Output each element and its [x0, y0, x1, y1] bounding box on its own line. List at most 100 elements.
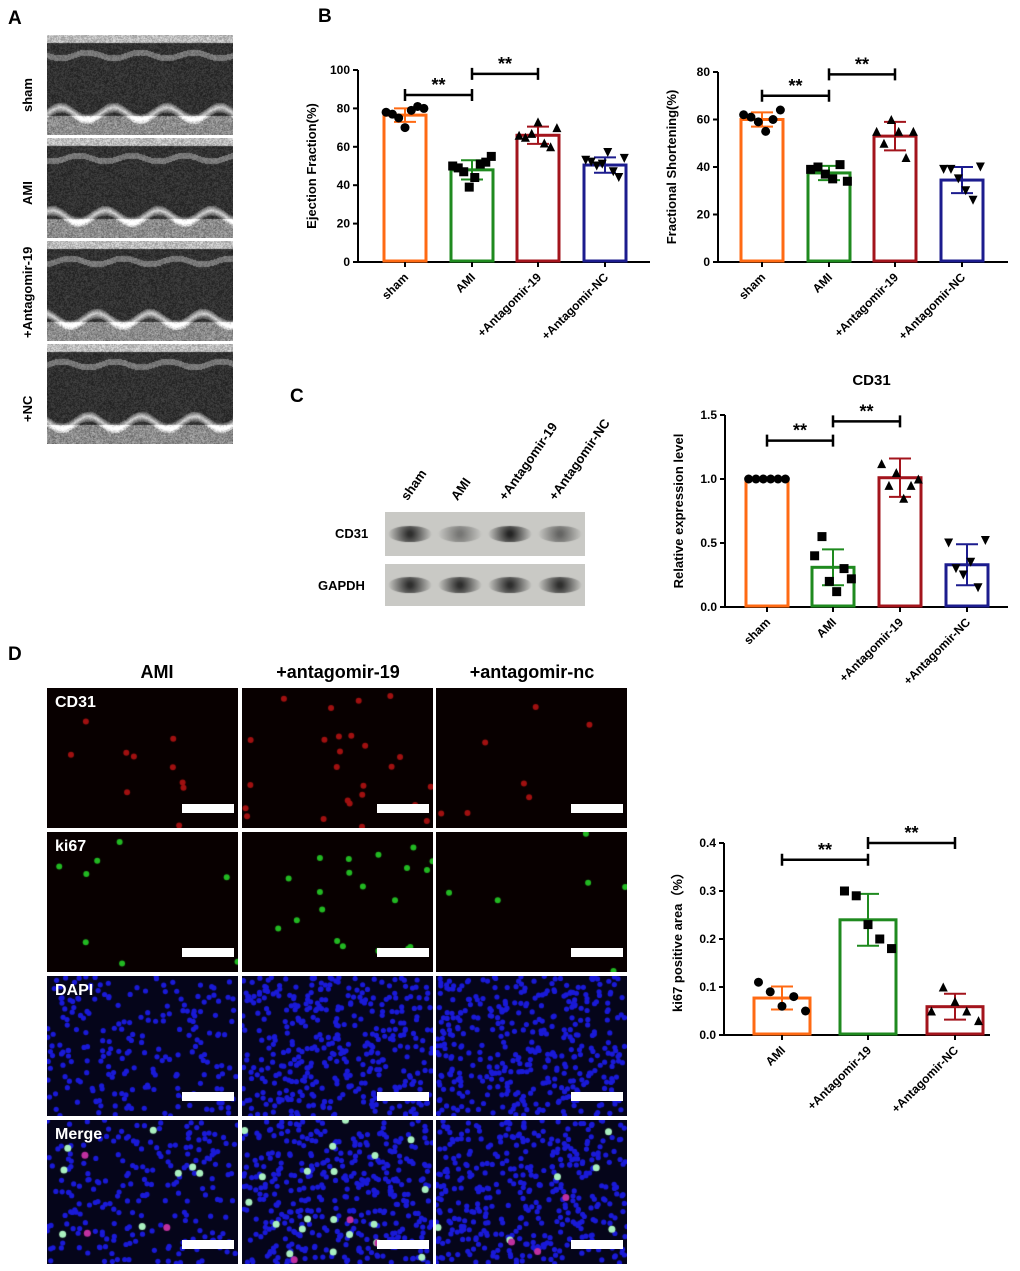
data-point — [775, 105, 785, 115]
data-point — [586, 157, 596, 167]
x-tick-label: AMI — [814, 615, 839, 640]
y-tick-label: 0.0 — [700, 600, 717, 614]
micro-column-header: AMI — [140, 662, 174, 682]
data-point — [780, 474, 790, 484]
data-point — [968, 195, 978, 205]
x-tick-label: +Antagomir-NC — [539, 270, 612, 343]
significance-bracket — [831, 415, 902, 428]
significance-bracket — [470, 67, 540, 80]
y-axis-label: ki67 positive area（%） — [670, 866, 685, 1012]
data-point — [419, 103, 429, 113]
y-tick-label: 40 — [697, 160, 711, 174]
data-point — [974, 1016, 984, 1026]
data-point — [939, 164, 949, 174]
y-tick-label: 80 — [337, 101, 351, 115]
data-point — [481, 157, 491, 167]
data-point — [828, 174, 838, 184]
data-point — [739, 110, 749, 120]
data-point — [768, 115, 778, 124]
bar — [872, 134, 918, 263]
data-point — [527, 128, 537, 138]
y-tick-label: 0.0 — [699, 1028, 716, 1042]
data-point — [851, 891, 861, 901]
chart-cd31: 0.0 0.5 1.0 1.5 Relative expression level CD3… — [671, 372, 1008, 688]
scale-bar — [182, 1092, 234, 1101]
data-point — [789, 992, 799, 1002]
data-point — [884, 480, 894, 490]
data-point — [842, 176, 852, 186]
data-point — [839, 886, 849, 896]
data-point — [751, 474, 761, 484]
panel-label-a: A — [8, 8, 22, 29]
data-point — [459, 167, 469, 177]
western-blot-gapdh — [385, 564, 585, 606]
data-point — [766, 474, 776, 484]
data-point — [879, 138, 889, 148]
micro-row-label: DAPI — [55, 982, 94, 999]
significance-label: ** — [904, 823, 918, 843]
y-tick-label: 60 — [337, 140, 351, 154]
significance-label: ** — [788, 76, 802, 96]
x-tick-label: sham — [741, 615, 773, 647]
micro-row-label: Merge — [55, 1126, 103, 1143]
y-tick-label: 0.4 — [699, 836, 716, 850]
significance-label: ** — [498, 54, 512, 74]
x-tick-label: +Antagomir-NC — [896, 270, 969, 343]
data-point — [980, 535, 990, 545]
scale-bar — [377, 948, 429, 957]
y-tick-label: 0.3 — [699, 884, 716, 898]
data-point — [597, 159, 607, 169]
data-point — [875, 934, 885, 944]
data-point — [608, 167, 618, 177]
panel-label-d: D — [8, 644, 22, 665]
significance-label: ** — [793, 421, 807, 441]
data-point — [846, 574, 856, 584]
data-point — [514, 130, 524, 140]
significance-label: ** — [431, 75, 445, 95]
data-point — [961, 186, 971, 196]
bar — [515, 133, 561, 263]
scale-bar — [571, 1240, 623, 1249]
chart-ki67: 0.0 0.1 0.2 0.3 0.4 ki67 positive area（%） AMI +… — [670, 823, 990, 1116]
y-axis-label: Fractional Shortening(%) — [664, 90, 679, 245]
x-tick-label: +Antagomir-19 — [805, 1043, 875, 1113]
x-tick-label: sham — [379, 270, 411, 302]
error-bar — [951, 166, 973, 195]
data-point — [464, 182, 474, 192]
data-point — [603, 148, 613, 158]
western-blot-cd31 — [385, 512, 585, 556]
data-point — [592, 161, 602, 171]
significance-bracket — [760, 89, 831, 102]
data-point — [753, 977, 763, 987]
significance-bracket — [403, 88, 474, 101]
y-tick-label: 40 — [337, 178, 351, 192]
data-point — [832, 587, 842, 597]
data-point — [453, 163, 463, 173]
data-point — [619, 153, 629, 163]
data-point — [953, 174, 963, 184]
y-tick-label: 20 — [337, 217, 351, 231]
scale-bar — [571, 804, 623, 813]
data-point — [908, 126, 918, 136]
data-point — [777, 1001, 787, 1011]
data-point — [944, 538, 954, 548]
data-point — [539, 138, 549, 148]
data-point — [872, 126, 882, 136]
data-point — [801, 1006, 811, 1016]
echo-image-nc — [47, 344, 233, 444]
significance-label: ** — [818, 840, 832, 860]
data-point — [533, 117, 543, 127]
data-point — [938, 982, 948, 992]
data-point — [746, 112, 756, 122]
bar — [739, 118, 785, 263]
data-point — [486, 151, 496, 161]
chart-title: CD31 — [852, 372, 890, 389]
data-point — [824, 576, 834, 586]
y-tick-label: 0.2 — [699, 932, 716, 946]
data-point — [913, 474, 923, 484]
data-point — [973, 583, 983, 593]
data-point — [906, 480, 916, 490]
data-point — [448, 161, 458, 171]
